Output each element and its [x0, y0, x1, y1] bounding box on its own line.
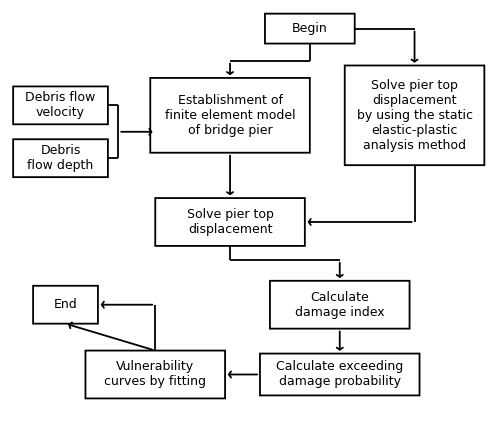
FancyBboxPatch shape [344, 66, 484, 165]
FancyBboxPatch shape [265, 13, 354, 43]
Text: Vulnerability
curves by fitting: Vulnerability curves by fitting [104, 361, 206, 388]
Text: Establishment of
finite element model
of bridge pier: Establishment of finite element model of… [164, 94, 296, 137]
Text: Calculate exceeding
damage probability: Calculate exceeding damage probability [276, 361, 404, 388]
FancyBboxPatch shape [13, 139, 108, 177]
Text: Solve pier top
displacement
by using the static
elastic-plastic
analysis method: Solve pier top displacement by using the… [356, 79, 472, 152]
FancyBboxPatch shape [150, 78, 310, 153]
FancyBboxPatch shape [270, 281, 409, 329]
FancyBboxPatch shape [86, 351, 225, 398]
Text: End: End [54, 298, 78, 311]
FancyBboxPatch shape [33, 286, 98, 324]
Text: Calculate
damage index: Calculate damage index [295, 291, 384, 319]
FancyBboxPatch shape [260, 354, 420, 395]
Text: Debris
flow depth: Debris flow depth [28, 144, 94, 172]
FancyBboxPatch shape [156, 198, 305, 246]
Text: Debris flow
velocity: Debris flow velocity [26, 92, 96, 119]
Text: Solve pier top
displacement: Solve pier top displacement [186, 208, 274, 236]
FancyBboxPatch shape [13, 86, 108, 124]
Text: Begin: Begin [292, 22, 328, 35]
